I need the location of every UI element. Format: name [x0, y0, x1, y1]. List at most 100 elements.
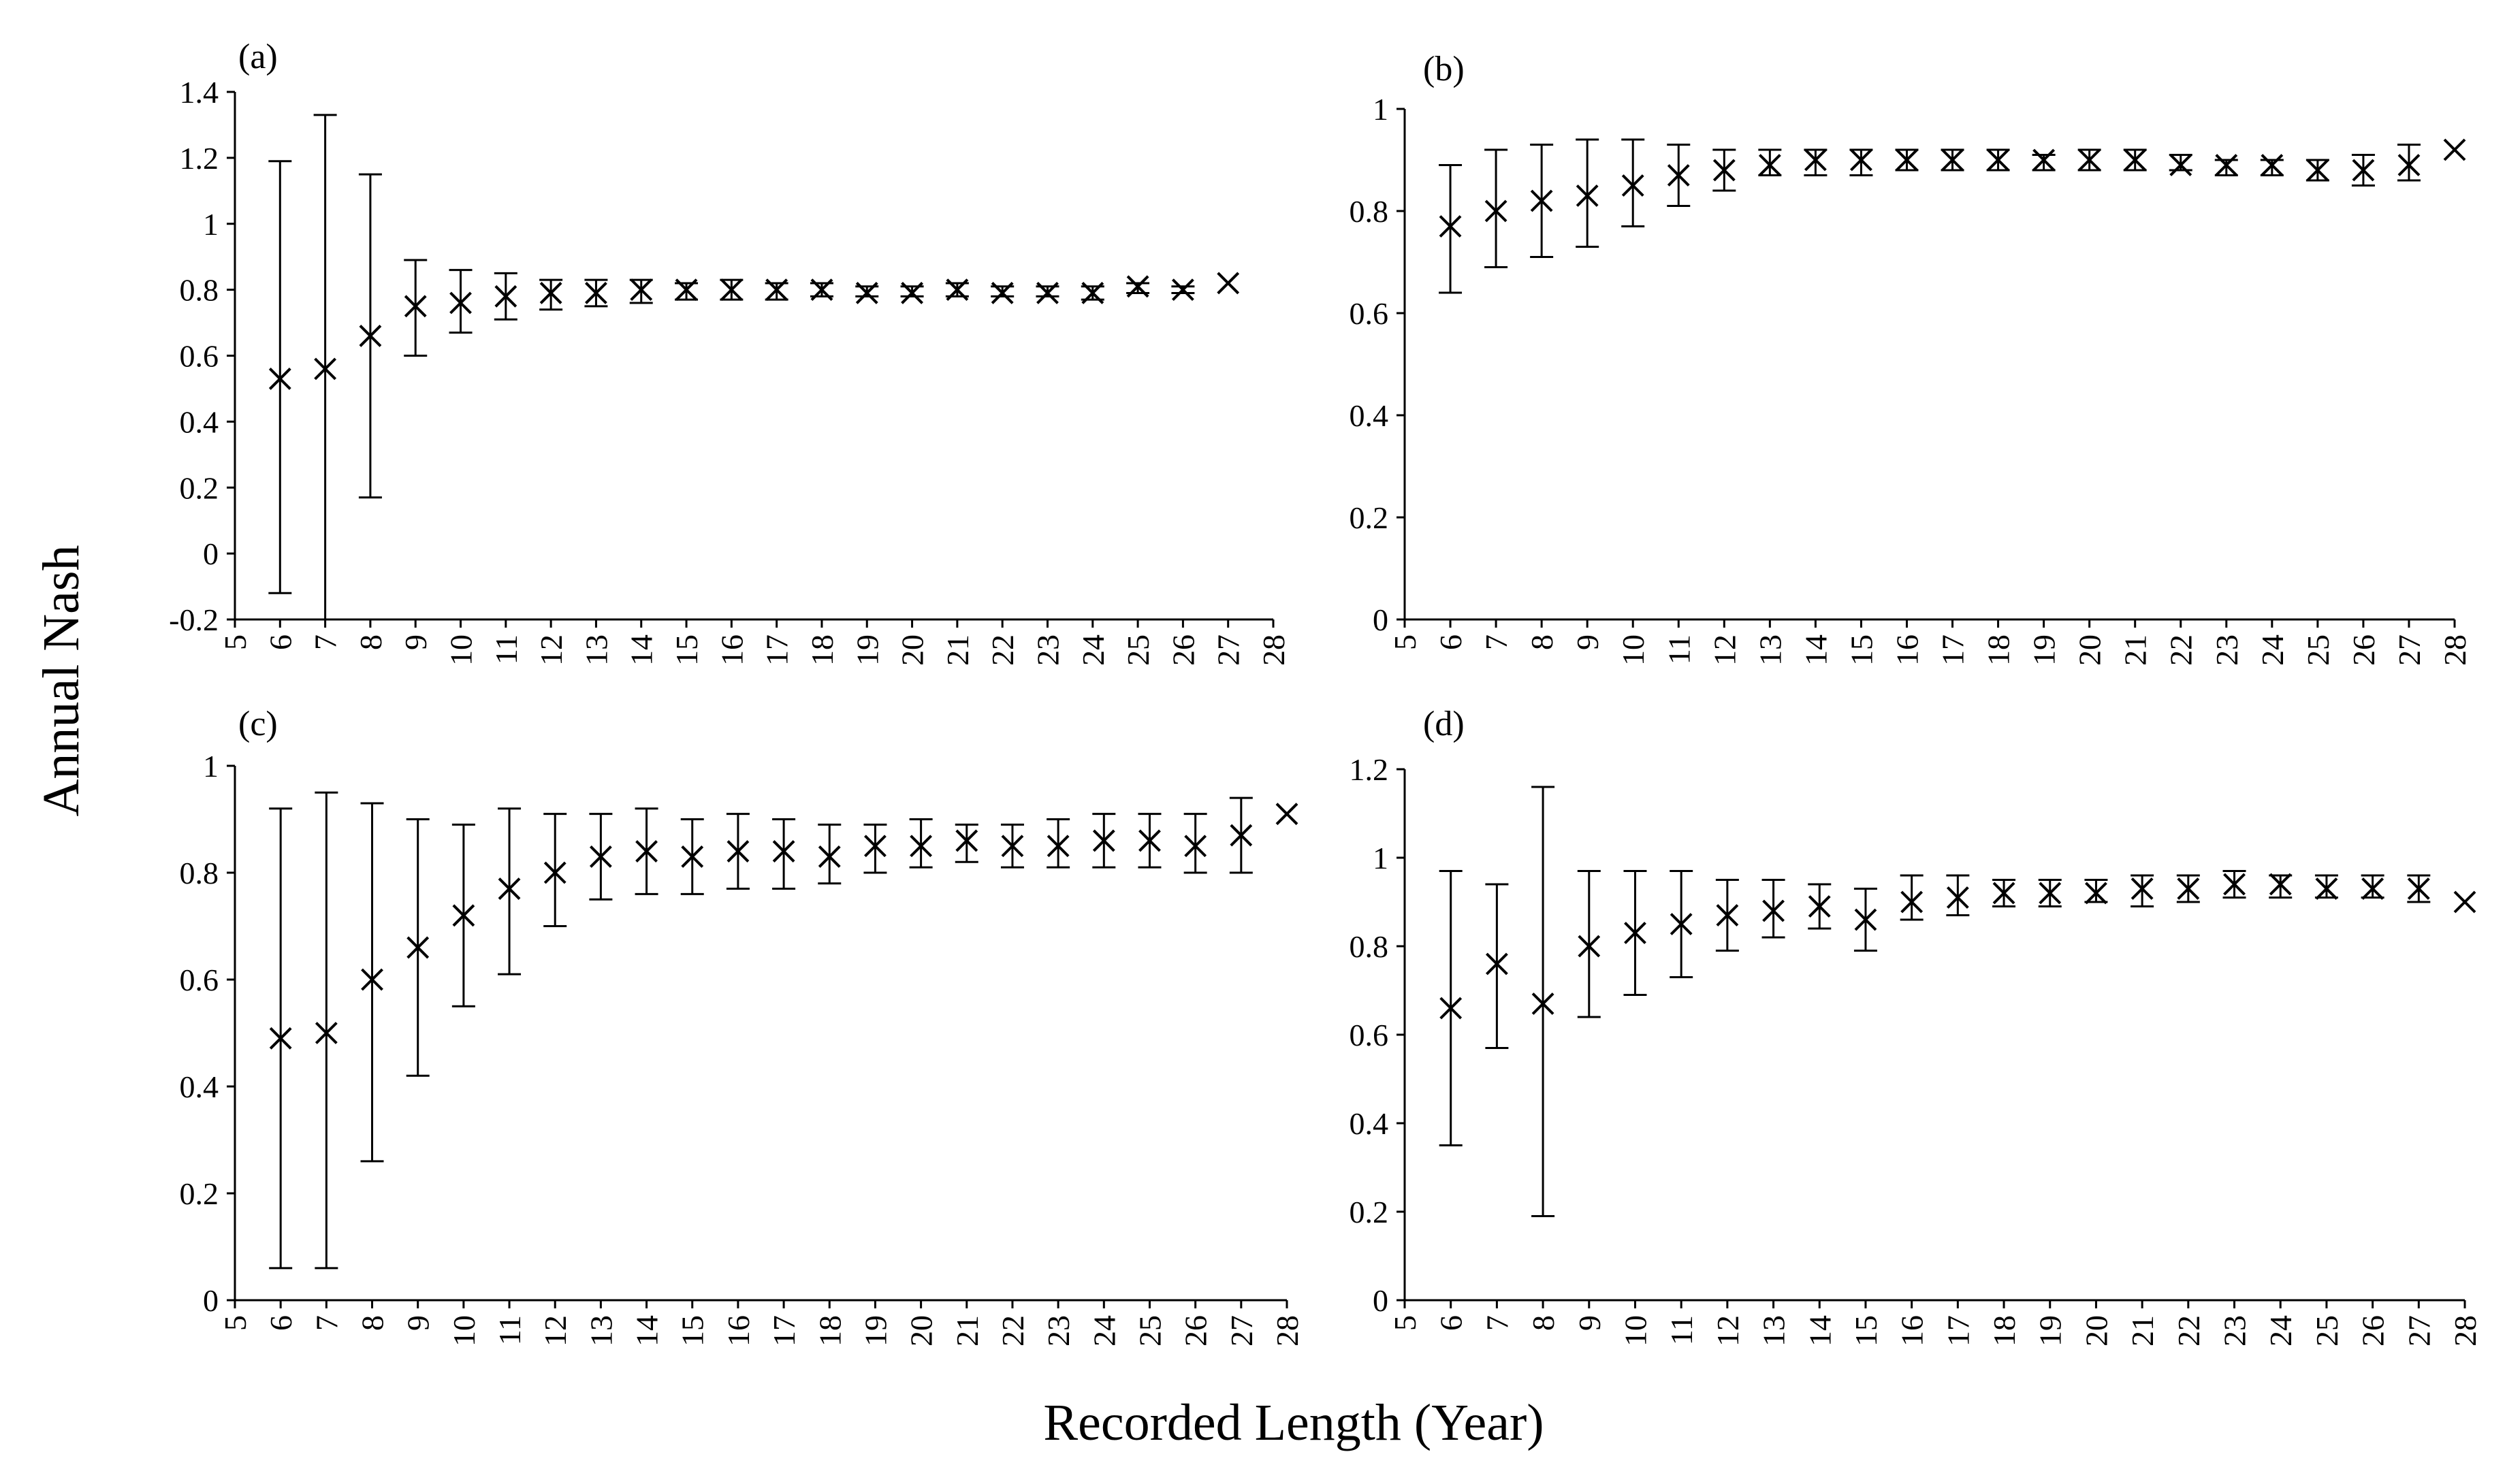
y-tick-label: 1: [203, 749, 219, 784]
x-tick-label: 9: [401, 1315, 436, 1331]
x-tick-label: 27: [2402, 1315, 2436, 1346]
data-point: [2085, 882, 2107, 905]
data-point: [1576, 184, 1599, 207]
x-tick-label: 23: [2209, 634, 2244, 666]
x-tick-label: 21: [2118, 634, 2153, 666]
x-tick-label: 17: [767, 1315, 801, 1346]
x-tick-label: 9: [1572, 1315, 1607, 1331]
x-tick-label: 7: [1480, 1315, 1514, 1331]
x-tick-label: 17: [760, 634, 795, 666]
data-point: [2443, 138, 2466, 161]
data-point: [1081, 282, 1104, 304]
data-point: [1092, 829, 1115, 852]
data-point: [359, 325, 382, 347]
y-tick-label: 0.8: [180, 856, 219, 890]
y-tick-label: 0.4: [1350, 1106, 1389, 1141]
data-point: [1230, 824, 1253, 847]
x-tick-label: 25: [1132, 1315, 1167, 1346]
data-point: [1896, 148, 1918, 172]
y-tick-label: 0.6: [180, 339, 219, 374]
y-tick-label: 0.2: [180, 1176, 219, 1211]
panel-c: (c)00.20.40.60.815 6 7 8 9 10 11 12 13 14 15 16 17 18…: [180, 705, 1305, 1346]
x-tick-label: 28: [1256, 634, 1291, 666]
data-point: [1850, 148, 1872, 172]
data-point: [765, 278, 788, 302]
data-point: [406, 936, 430, 959]
x-tick-label: 10: [447, 1315, 481, 1346]
x-tick-label: 26: [2356, 1315, 2391, 1346]
x-tick-label: 26: [1179, 1315, 1213, 1346]
panel-label: (a): [238, 37, 278, 76]
data-point: [1484, 199, 1507, 223]
x-tick-label: 20: [2073, 634, 2107, 666]
data-point: [1001, 835, 1024, 858]
y-tick-label: 0.6: [180, 963, 219, 997]
y-tick-label: 0: [1373, 1283, 1388, 1318]
x-tick-label: 20: [904, 1315, 939, 1346]
x-tick-label: 20: [895, 634, 930, 666]
x-tick-label: 25: [2310, 1315, 2344, 1346]
y-tick-label: 0: [203, 536, 219, 571]
data-point: [901, 282, 923, 304]
x-tick-label: 22: [2171, 1315, 2206, 1346]
data-point: [498, 877, 521, 900]
data-point: [1485, 952, 1508, 975]
x-tick-label: 8: [1525, 634, 1559, 650]
data-point: [452, 904, 475, 927]
data-point: [1667, 164, 1690, 187]
x-tick-label: 18: [1987, 1315, 2022, 1346]
y-tick-label: 1: [1373, 92, 1388, 127]
y-tick-label: 1.4: [180, 75, 219, 110]
x-tick-label: 26: [1166, 634, 1200, 666]
x-tick-label: 9: [398, 634, 433, 650]
y-tick-label: 1.2: [1350, 752, 1389, 787]
x-tick-label: 18: [1981, 634, 2016, 666]
x-tick-label: 15: [1849, 1315, 1883, 1346]
data-point: [269, 1027, 292, 1050]
panel-b: (b)00.20.40.60.815 6 7 8 9 10 11 12 13 14 15 16 17 18…: [1350, 50, 2473, 666]
data-point: [1670, 913, 1693, 935]
x-tick-label: 7: [1479, 634, 1514, 650]
x-tick-label: 12: [534, 634, 569, 666]
data-point: [1987, 148, 2009, 172]
data-point: [1941, 148, 1964, 172]
data-point: [2169, 154, 2192, 176]
x-tick-label: 19: [858, 1315, 893, 1346]
x-tick-label: 15: [669, 634, 704, 666]
y-tick-label: 0.2: [180, 470, 219, 505]
data-point: [1138, 829, 1161, 852]
x-tick-label: 5: [1388, 1315, 1422, 1331]
y-tick-label: 0.8: [1350, 194, 1389, 229]
x-tick-label: 15: [1844, 634, 1879, 666]
x-tick-label: 27: [1224, 1315, 1259, 1346]
data-point: [404, 295, 427, 318]
x-tick-label: 19: [850, 634, 884, 666]
x-tick-label: 19: [2027, 634, 2062, 666]
panel-label: (d): [1423, 705, 1465, 743]
x-tick-label: 14: [1802, 1315, 1837, 1346]
x-tick-label: 14: [1798, 634, 1833, 666]
data-point: [810, 278, 833, 302]
x-tick-label: 14: [624, 634, 659, 666]
x-tick-label: 6: [1434, 1315, 1469, 1331]
data-point: [1184, 835, 1207, 858]
data-point: [494, 285, 517, 308]
data-point: [589, 845, 612, 868]
data-point: [1712, 159, 1736, 182]
x-tick-label: 17: [1936, 634, 1971, 666]
data-point: [818, 845, 841, 868]
data-point: [2407, 877, 2430, 900]
x-tick-label: 8: [353, 634, 388, 650]
y-tick-label: 0.4: [1350, 398, 1389, 433]
y-tick-label: 0.2: [1350, 500, 1389, 535]
x-tick-label: 13: [584, 1315, 618, 1346]
x-tick-label: 14: [630, 1315, 665, 1346]
data-point: [991, 282, 1014, 304]
x-tick-label: 11: [1664, 1315, 1699, 1345]
data-point: [1808, 895, 1831, 918]
data-point: [539, 282, 562, 304]
x-tick-label: 18: [812, 1315, 847, 1346]
data-point: [2397, 154, 2421, 176]
x-tick-label: 22: [2164, 634, 2199, 666]
